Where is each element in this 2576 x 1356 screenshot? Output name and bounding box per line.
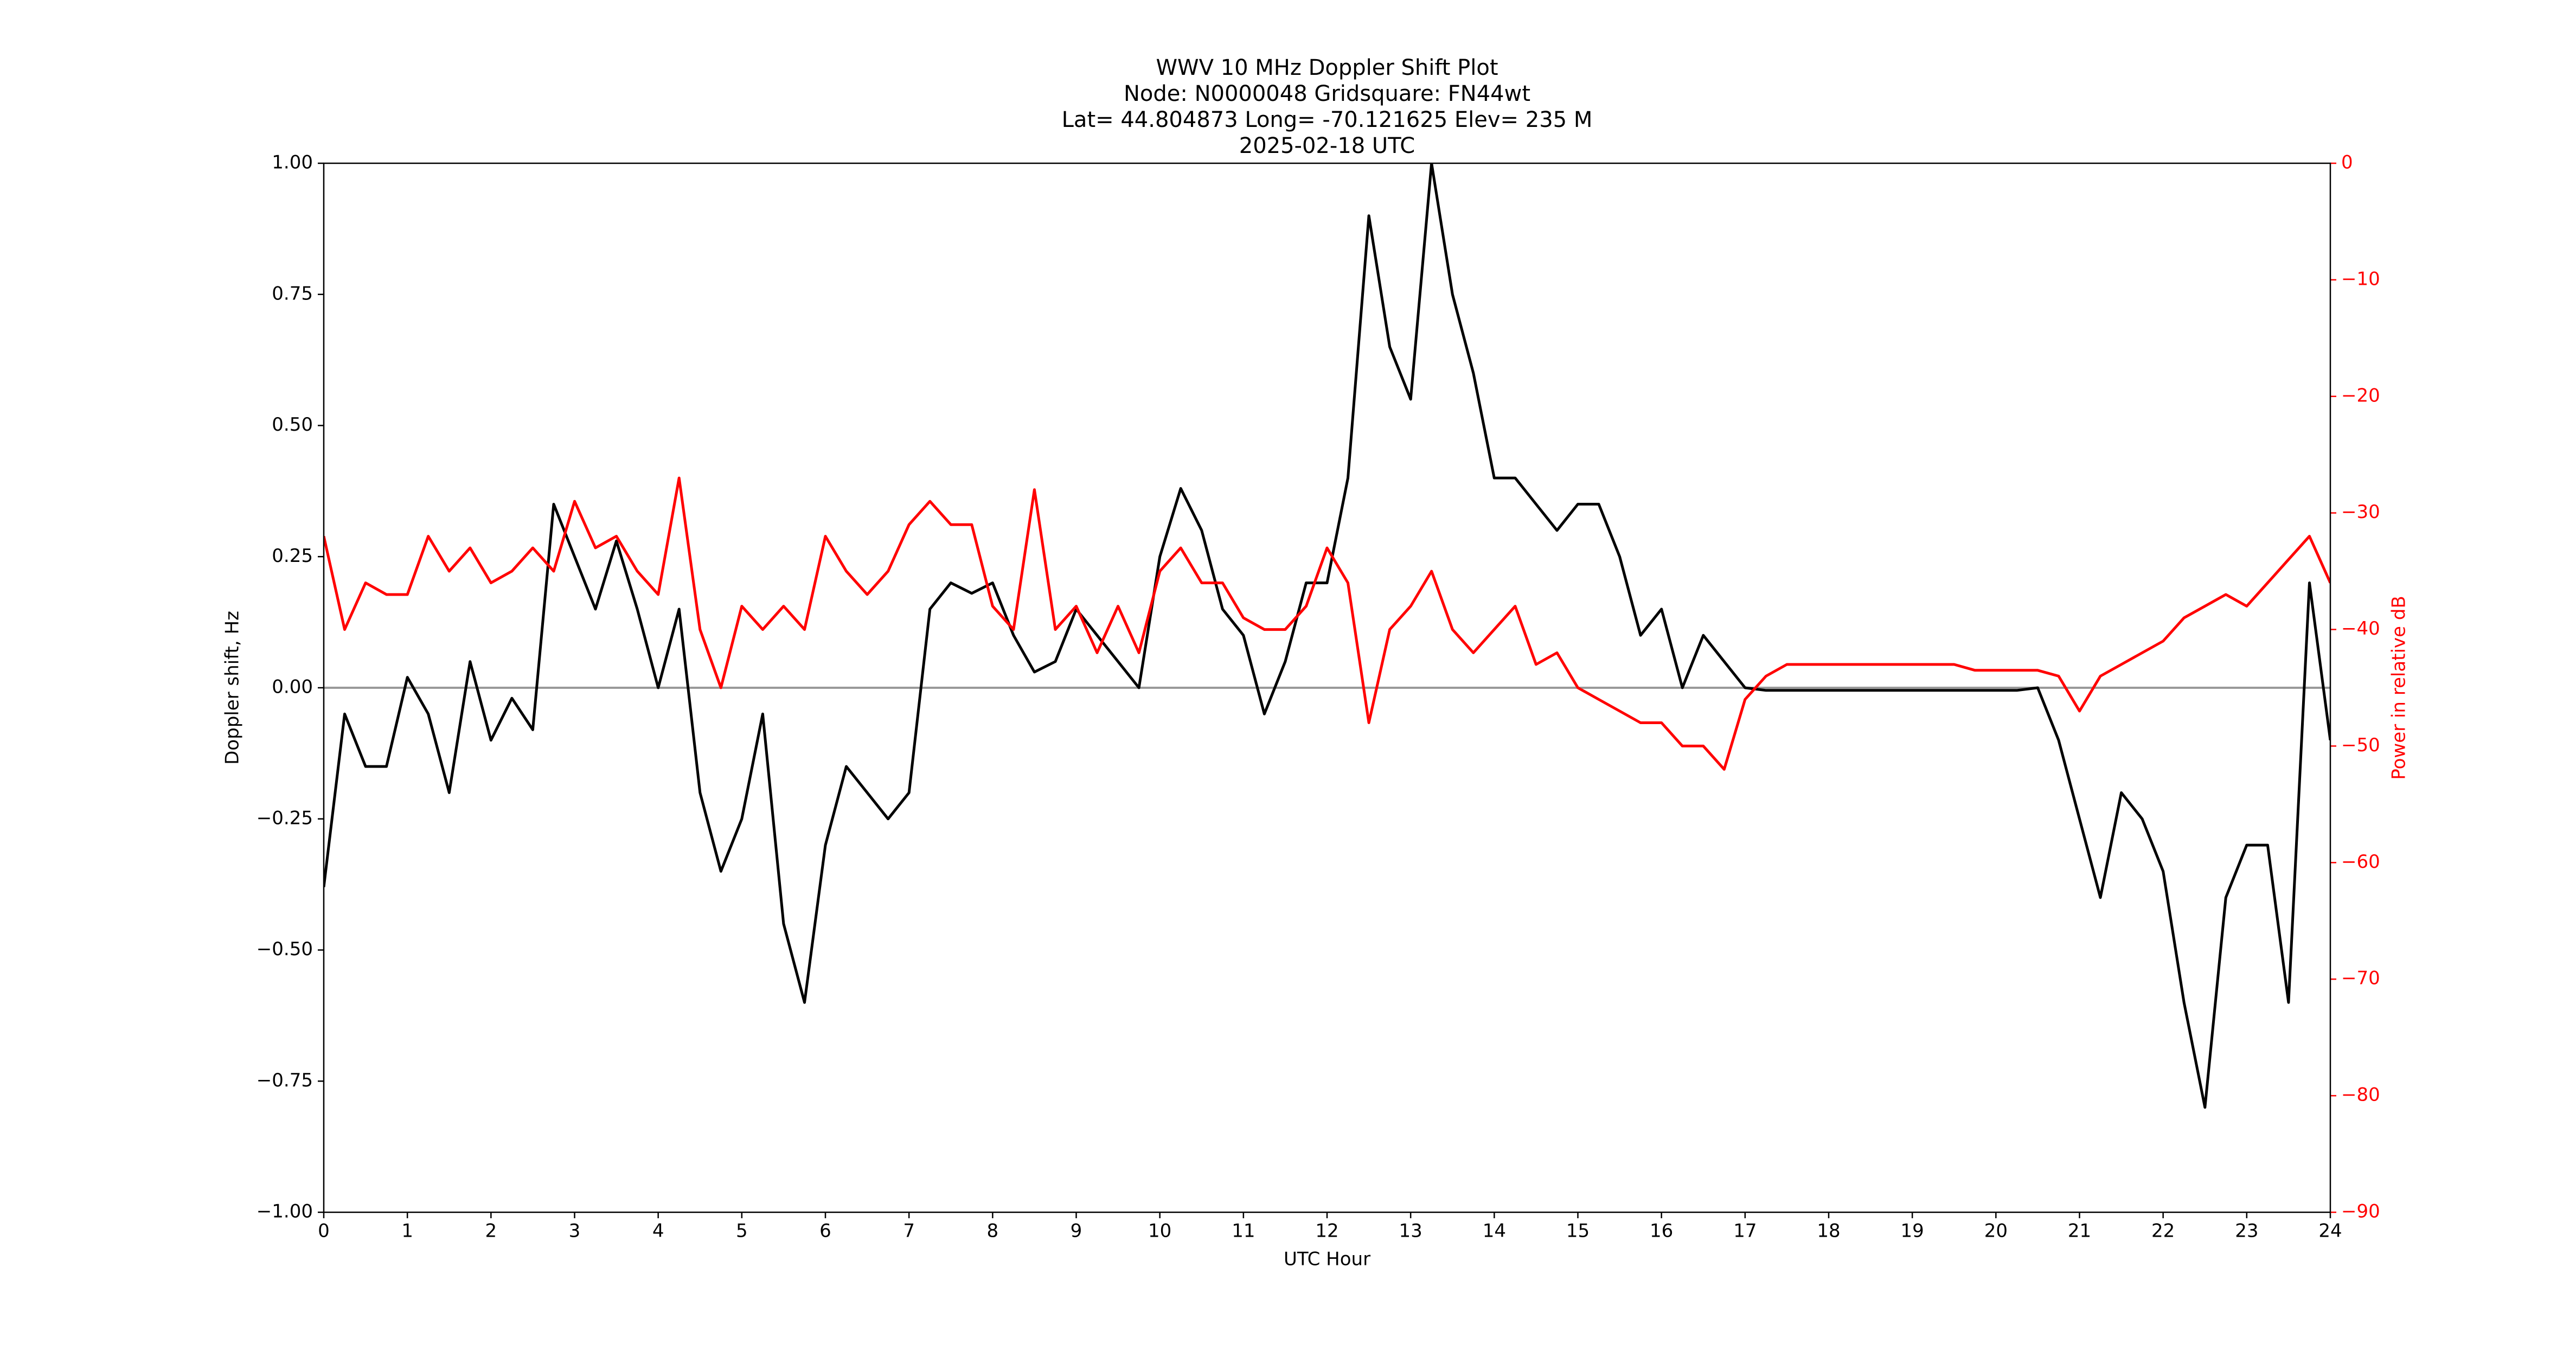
x-axis-label: UTC Hour bbox=[1284, 1249, 1370, 1270]
chart-title: Lat= 44.804873 Long= -70.121625 Elev= 23… bbox=[1062, 107, 1593, 132]
x-tick-label: 6 bbox=[819, 1220, 831, 1242]
x-tick-label: 12 bbox=[1315, 1220, 1338, 1242]
y-tick-label: 0.25 bbox=[272, 545, 313, 567]
x-tick-label: 10 bbox=[1148, 1220, 1171, 1242]
x-tick-label: 14 bbox=[1483, 1220, 1506, 1242]
y2-tick-label: −70 bbox=[2341, 968, 2380, 989]
x-tick-label: 8 bbox=[987, 1220, 999, 1242]
y-tick-label: 1.00 bbox=[272, 152, 313, 174]
x-tick-label: 5 bbox=[736, 1220, 748, 1242]
x-tick-label: 23 bbox=[2235, 1220, 2258, 1242]
x-tick-label: 21 bbox=[2068, 1220, 2091, 1242]
y2-tick-label: −10 bbox=[2341, 268, 2380, 290]
x-tick-label: 9 bbox=[1071, 1220, 1082, 1242]
chart-title: WWV 10 MHz Doppler Shift Plot bbox=[1156, 55, 1498, 80]
x-tick-label: 13 bbox=[1399, 1220, 1422, 1242]
y-tick-label: −0.75 bbox=[257, 1070, 313, 1091]
y-tick-label: 0.00 bbox=[272, 676, 313, 698]
y2-axis-label: Power in relative dB bbox=[2388, 596, 2410, 779]
x-tick-label: 16 bbox=[1650, 1220, 1673, 1242]
plot-frame bbox=[323, 162, 2331, 1213]
y-tick-label: 0.75 bbox=[272, 283, 313, 304]
x-tick-label: 3 bbox=[569, 1220, 581, 1242]
y2-tick-label: −20 bbox=[2341, 385, 2380, 406]
y2-tick-label: −60 bbox=[2341, 851, 2380, 873]
y2-tick-label: −50 bbox=[2341, 734, 2380, 756]
plot-area bbox=[324, 163, 2330, 1109]
y-tick-label: −1.00 bbox=[257, 1201, 313, 1223]
chart-title: Node: N0000048 Gridsquare: FN44wt bbox=[1124, 81, 1530, 106]
chart-title: 2025-02-18 UTC bbox=[1239, 133, 1415, 158]
y-tick-label: −0.50 bbox=[257, 938, 313, 960]
y2-tick-label: 0 bbox=[2341, 152, 2353, 174]
x-tick-label: 22 bbox=[2151, 1220, 2175, 1242]
y2-tick-label: −80 bbox=[2341, 1084, 2380, 1106]
data-line bbox=[324, 163, 2330, 1109]
y-tick-label: −0.25 bbox=[257, 807, 313, 829]
y2-tick-label: −90 bbox=[2341, 1201, 2380, 1223]
x-tick-label: 15 bbox=[1566, 1220, 1590, 1242]
x-tick-label: 7 bbox=[903, 1220, 915, 1242]
y-axis-label: Doppler shift, Hz bbox=[222, 611, 243, 765]
x-tick-label: 19 bbox=[1901, 1220, 1924, 1242]
x-tick-label: 2 bbox=[485, 1220, 497, 1242]
x-tick-label: 17 bbox=[1733, 1220, 1757, 1242]
y-tick-label: 0.50 bbox=[272, 414, 313, 436]
x-tick-label: 24 bbox=[2318, 1220, 2342, 1242]
x-tick-label: 20 bbox=[1984, 1220, 2008, 1242]
x-tick-label: 1 bbox=[401, 1220, 413, 1242]
y2-tick-label: −40 bbox=[2341, 618, 2380, 639]
data-line bbox=[324, 476, 2330, 771]
x-tick-label: 11 bbox=[1232, 1220, 1255, 1242]
x-tick-label: 18 bbox=[1817, 1220, 1840, 1242]
x-tick-label: 0 bbox=[318, 1220, 330, 1242]
y2-tick-label: −30 bbox=[2341, 501, 2380, 523]
x-tick-label: 4 bbox=[652, 1220, 664, 1242]
